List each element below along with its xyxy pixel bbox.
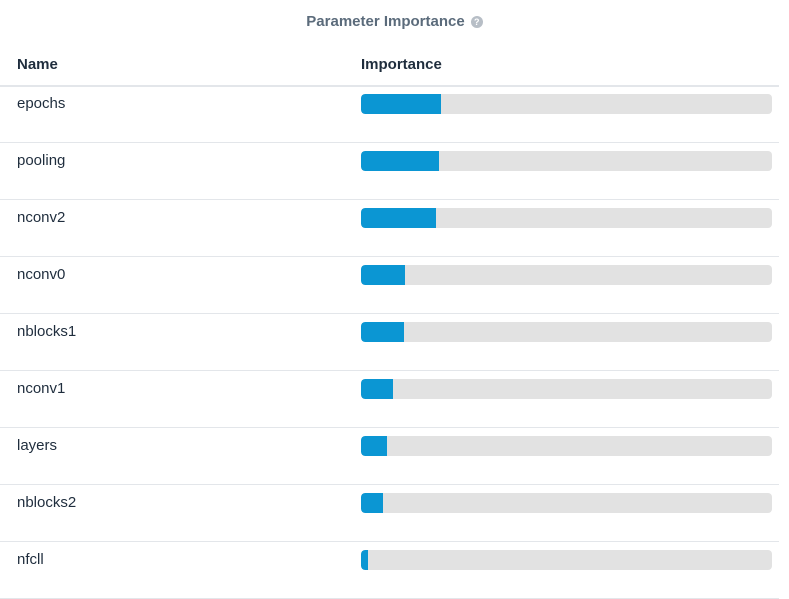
importance-bar-track: [361, 151, 772, 171]
parameter-name: pooling: [17, 152, 66, 169]
importance-bar-fill: [361, 379, 394, 399]
column-header-name[interactable]: Name: [17, 56, 58, 73]
parameter-name: nblocks1: [17, 323, 77, 340]
table-row: layers: [0, 428, 779, 485]
importance-bar-track: [361, 493, 772, 513]
importance-bar-fill: [361, 94, 442, 114]
panel-title-row: Parameter Importance?: [0, 12, 789, 32]
importance-table-body: epochs pooling nconv2 nconv0 nblocks1 nconv1 l…: [0, 86, 779, 599]
importance-bar-track: [361, 550, 772, 570]
table-row: nconv2: [0, 200, 779, 257]
parameter-name: nblocks2: [17, 494, 77, 511]
importance-bar-fill: [361, 322, 405, 342]
importance-bar-track: [361, 94, 772, 114]
importance-bar-fill: [361, 493, 383, 513]
importance-bar-fill: [361, 265, 405, 285]
table-row: nblocks2: [0, 485, 779, 542]
table-row: nfcll: [0, 542, 779, 599]
importance-bar-track: [361, 265, 772, 285]
parameter-importance-panel: Parameter Importance? Name Importance ep…: [0, 12, 789, 599]
table-header: Name Importance: [0, 54, 779, 87]
parameter-name: epochs: [17, 95, 66, 112]
table-row: pooling: [0, 143, 779, 200]
importance-bar-track: [361, 379, 772, 399]
table-row: nblocks1: [0, 314, 779, 371]
importance-bar-fill: [361, 151, 440, 171]
importance-bar-fill: [361, 436, 387, 456]
table-row: nconv1: [0, 371, 779, 428]
table-row: nconv0: [0, 257, 779, 314]
importance-bar-track: [361, 208, 772, 228]
parameter-name: nconv2: [17, 209, 66, 226]
parameter-name: layers: [17, 437, 58, 454]
parameter-name: nfcll: [17, 551, 44, 568]
panel-title: Parameter Importance: [306, 13, 465, 30]
table-row: epochs: [0, 86, 779, 143]
parameter-name: nconv0: [17, 266, 66, 283]
importance-bar-track: [361, 322, 772, 342]
importance-bar-track: [361, 436, 772, 456]
parameter-name: nconv1: [17, 380, 66, 397]
importance-bar-fill: [361, 550, 369, 570]
column-header-importance[interactable]: Importance: [361, 56, 442, 73]
importance-bar-fill: [361, 208, 436, 228]
question-circle-icon[interactable]: ?: [470, 16, 483, 28]
